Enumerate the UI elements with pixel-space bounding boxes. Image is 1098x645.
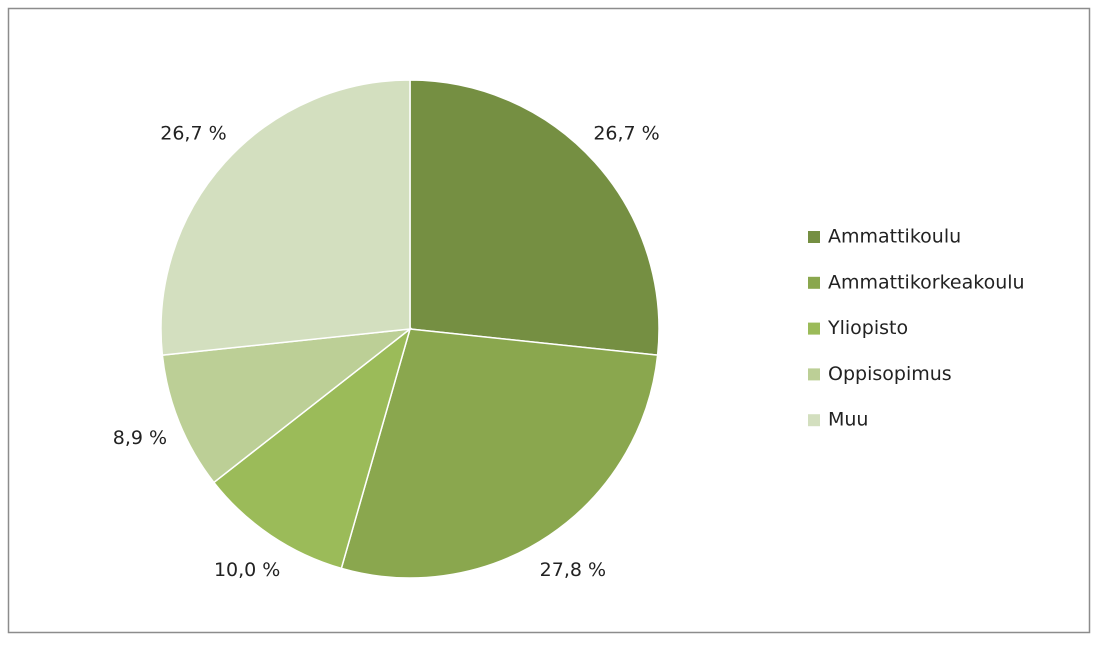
legend-swatch (808, 231, 820, 243)
pie-slice (212, 326, 412, 570)
data-label: 10,0 % (214, 559, 280, 581)
pie-slice (161, 327, 413, 484)
legend-swatch (808, 414, 820, 427)
legend-label: Ammattikorkeakoulu (828, 271, 1025, 293)
pie-slice (340, 328, 659, 579)
legend-swatch (808, 322, 820, 335)
pie-slice (160, 79, 411, 356)
pie-slice (409, 79, 660, 356)
data-label: 26,7 % (593, 123, 659, 145)
legend-label: Oppisopimus (828, 363, 952, 385)
data-label: 26,7 % (160, 123, 226, 145)
data-label: 27,8 % (540, 559, 606, 581)
legend-label: Muu (828, 409, 868, 431)
legend-swatch (808, 368, 820, 381)
legend-label: Yliopisto (827, 317, 908, 339)
data-label: 8,9 % (113, 427, 167, 449)
legend-swatch (808, 276, 820, 289)
legend-label: Ammattikoulu (828, 226, 961, 248)
